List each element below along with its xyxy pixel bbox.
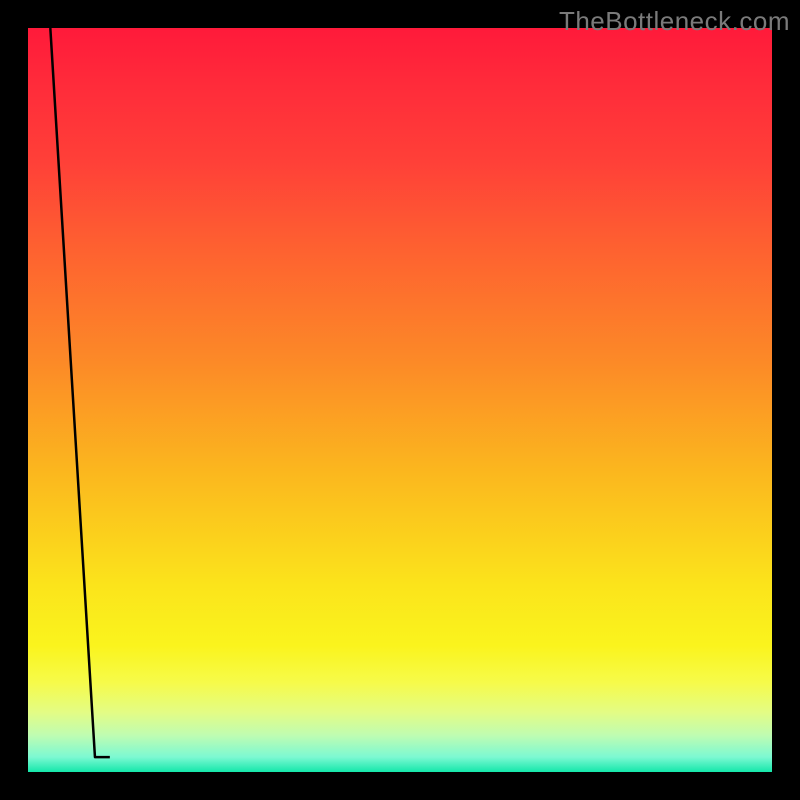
watermark-label: TheBottleneck.com xyxy=(559,6,790,37)
chart-root: TheBottleneck.com xyxy=(0,0,800,800)
chart-svg xyxy=(0,0,800,800)
plot-background xyxy=(28,28,772,772)
